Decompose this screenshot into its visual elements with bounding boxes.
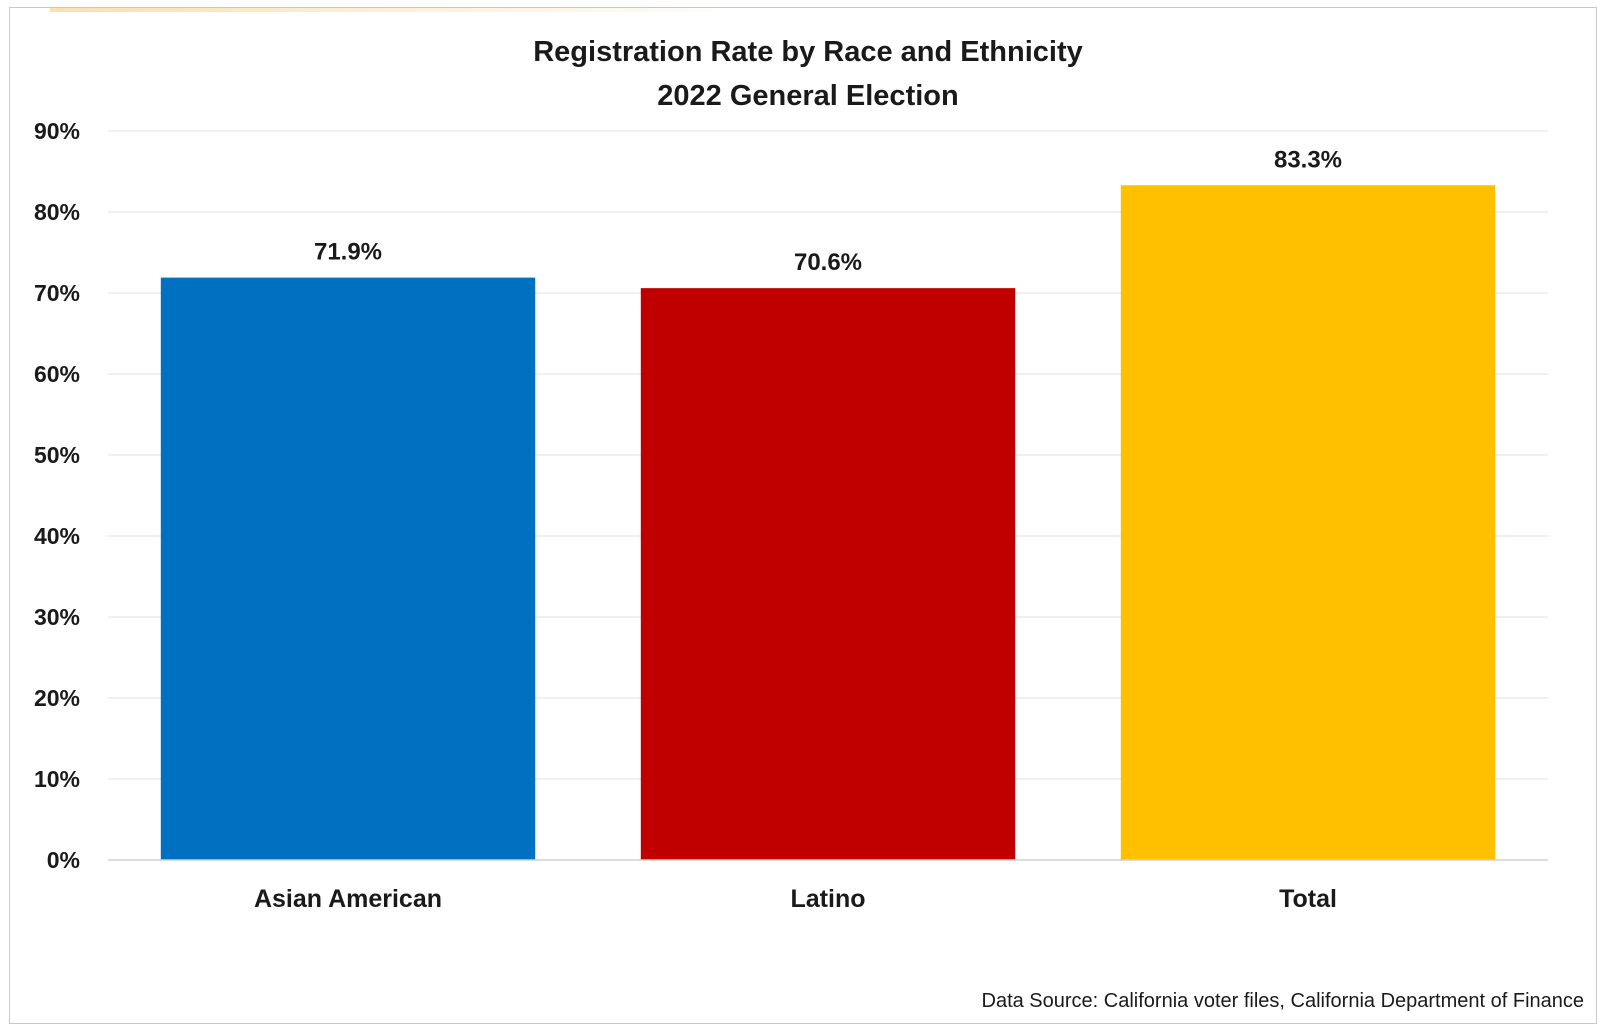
y-tick-label: 50% bbox=[34, 442, 80, 468]
category-labels: Asian American Latino Total bbox=[254, 885, 1337, 913]
bar-asian-american bbox=[160, 277, 536, 860]
data-labels: 71.9% 70.6% 83.3% bbox=[314, 146, 1342, 276]
y-tick-label: 80% bbox=[34, 199, 80, 225]
chart-title: Registration Rate by Race and Ethnicity bbox=[533, 36, 1083, 68]
y-tick-label: 30% bbox=[34, 604, 80, 630]
x-category-label: Total bbox=[1279, 885, 1337, 913]
y-tick-label: 40% bbox=[34, 523, 80, 549]
x-category-label: Latino bbox=[791, 885, 866, 913]
data-label: 70.6% bbox=[794, 249, 862, 276]
y-axis-ticks: 0% 10% 20% 30% 40% 50% 60% 70% 80% 90% bbox=[34, 118, 80, 873]
bars bbox=[160, 185, 1496, 860]
x-category-label: Asian American bbox=[254, 885, 442, 913]
data-label: 83.3% bbox=[1274, 146, 1342, 173]
bar-total bbox=[1120, 185, 1496, 860]
y-tick-label: 90% bbox=[34, 118, 80, 144]
y-tick-label: 70% bbox=[34, 280, 80, 306]
data-label: 71.9% bbox=[314, 239, 382, 266]
y-tick-label: 60% bbox=[34, 361, 80, 387]
top-accent-decoration bbox=[50, 8, 750, 12]
bar-latino bbox=[640, 288, 1016, 860]
y-tick-label: 0% bbox=[47, 847, 80, 873]
y-tick-label: 10% bbox=[34, 766, 80, 792]
data-source-note: Data Source: California voter files, Cal… bbox=[982, 990, 1585, 1012]
y-tick-label: 20% bbox=[34, 685, 80, 711]
chart-subtitle: 2022 General Election bbox=[657, 80, 958, 112]
